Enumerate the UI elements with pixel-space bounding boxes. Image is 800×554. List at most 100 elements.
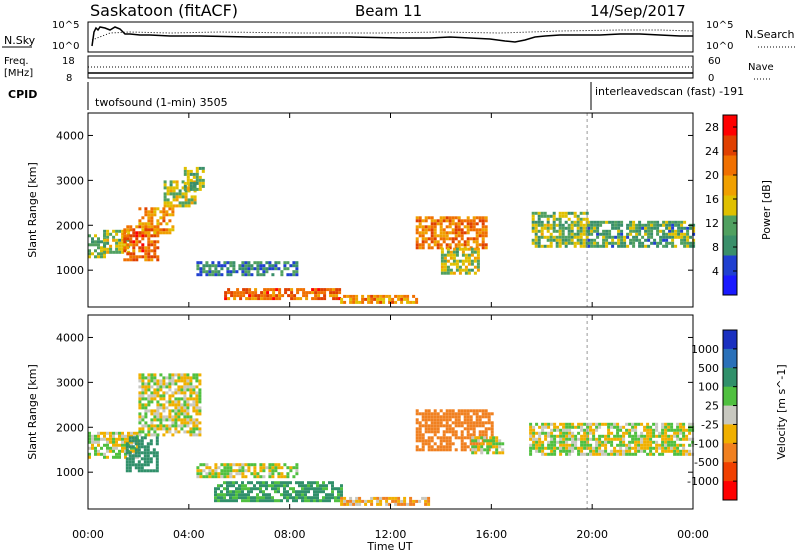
velocity-cell (622, 431, 626, 435)
velocity-cell (370, 496, 374, 500)
power-cell (638, 238, 642, 242)
velocity-cbar-swatch (723, 443, 737, 463)
power-cell (275, 297, 279, 301)
velocity-cell (186, 406, 190, 410)
power-cell (534, 244, 538, 248)
power-cell (677, 232, 681, 236)
velocity-cell (94, 449, 97, 453)
velocity-cell (277, 472, 281, 476)
velocity-cell (547, 446, 551, 450)
velocity-cell (574, 434, 578, 438)
velocity-cell (186, 373, 190, 377)
velocity-cell (180, 397, 184, 401)
power-cell (460, 243, 464, 247)
velocity-cell (177, 391, 181, 395)
power-cell (587, 220, 591, 224)
power-cell (436, 246, 440, 250)
power-cell (265, 267, 269, 271)
velocity-cell (141, 382, 145, 386)
velocity-cell (631, 434, 635, 438)
velocity-cell (325, 484, 328, 488)
velocity-cell (134, 442, 138, 446)
power-cell (208, 270, 212, 274)
velocity-cell (103, 452, 106, 456)
velocity-marks (88, 315, 695, 509)
velocity-cell (400, 502, 404, 506)
velocity-cell (568, 422, 572, 426)
power-cell (424, 216, 428, 220)
power-cell (647, 244, 651, 248)
power-cell (314, 297, 318, 301)
velocity-cell (155, 460, 159, 464)
velocity-cell (538, 443, 542, 447)
velocity-cell (664, 422, 668, 426)
velocity-cell (477, 445, 481, 449)
power-cell (611, 223, 615, 227)
x-axis-label: Time UT (366, 540, 412, 553)
velocity-cell (277, 484, 280, 488)
power-cell (123, 258, 127, 262)
velocity-cell (595, 428, 599, 432)
power-cell (156, 225, 160, 229)
velocity-cell (150, 427, 154, 431)
power-cell (259, 267, 263, 271)
velocity-cell (134, 463, 138, 467)
velocity-cell (466, 409, 470, 413)
velocity-cell (688, 437, 692, 441)
velocity-cell (469, 415, 473, 419)
power-cell (88, 255, 91, 259)
velocity-cell (586, 425, 590, 429)
velocity-cell (460, 439, 464, 443)
velocity-cell (211, 469, 215, 473)
velocity-cell (340, 499, 344, 503)
velocity-cell (103, 431, 106, 435)
velocity-cell (168, 373, 172, 377)
velocity-cell (553, 449, 557, 453)
velocity-cell (556, 446, 560, 450)
velocity-cell (472, 433, 476, 437)
power-cell (388, 297, 392, 301)
power-cbar-swatch (723, 235, 737, 256)
power-cell (147, 249, 151, 253)
power-cell (247, 273, 251, 277)
power-cell (317, 294, 321, 298)
velocity-cell (418, 430, 422, 434)
power-cell (376, 300, 380, 304)
velocity-cell (186, 403, 190, 407)
power-cell (626, 232, 630, 236)
power-cell (430, 222, 434, 226)
power-cell (367, 294, 371, 298)
velocity-cell (229, 496, 232, 500)
velocity-cell (150, 421, 154, 425)
velocity-cbar-tick-label: 500 (698, 362, 719, 375)
power-cell (430, 228, 434, 232)
velocity-cell (592, 431, 596, 435)
power-cell (201, 166, 205, 170)
power-cell (608, 220, 612, 224)
power-cell (244, 264, 248, 268)
power-cell (668, 223, 672, 227)
velocity-cell (661, 437, 665, 441)
power-cell (427, 243, 431, 247)
velocity-cell (247, 481, 250, 485)
velocity-cell (283, 484, 286, 488)
power-cell (644, 232, 648, 236)
velocity-cell (223, 481, 226, 485)
power-cell (461, 268, 465, 272)
power-cell (247, 261, 251, 265)
velocity-cell (471, 445, 475, 449)
power-region (196, 261, 299, 277)
power-cell (163, 183, 167, 187)
velocity-cell (238, 469, 242, 473)
velocity-cell (238, 466, 242, 470)
velocity-cell (640, 431, 644, 435)
power-cell (440, 268, 444, 272)
power-cell (132, 258, 136, 262)
velocity-cell (589, 437, 593, 441)
power-cell (540, 223, 544, 227)
power-cell (623, 235, 627, 239)
velocity-cell (137, 448, 141, 452)
power-cell (379, 297, 383, 301)
velocity-cell (643, 434, 647, 438)
power-cell (118, 244, 122, 248)
